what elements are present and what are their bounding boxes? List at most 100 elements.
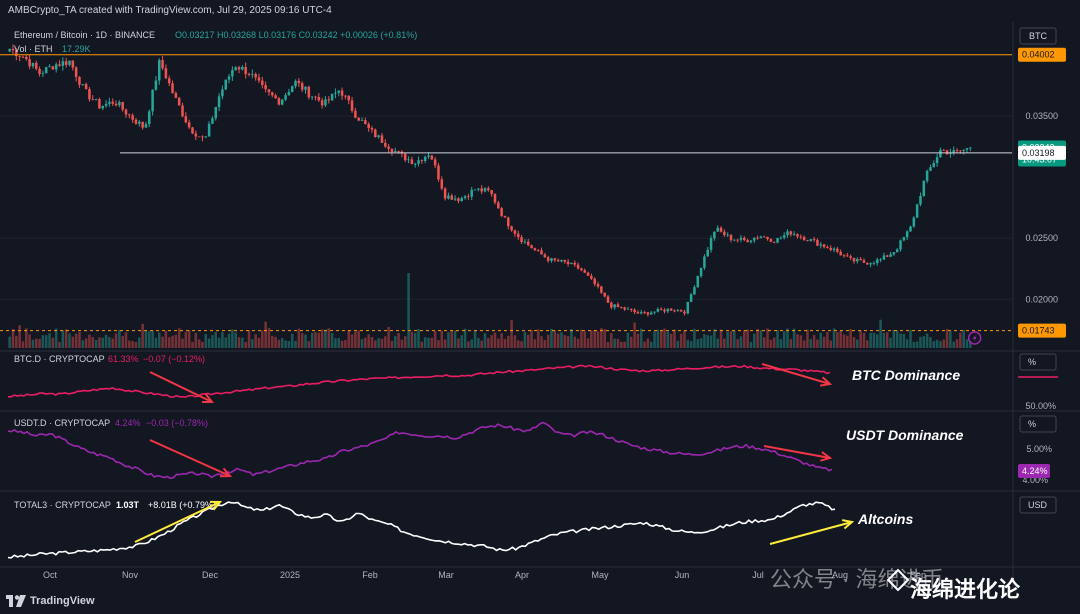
currency-button[interactable] — [1019, 27, 1057, 45]
candle-body — [380, 135, 384, 143]
candle-body — [433, 159, 437, 166]
candle-body — [646, 312, 650, 315]
candle-body — [643, 312, 646, 313]
volume-bar — [816, 339, 819, 348]
volume-bar — [789, 338, 793, 348]
volume-bar — [603, 329, 606, 348]
volume-bar — [959, 332, 962, 348]
candle-body — [234, 67, 237, 71]
candle-body — [68, 60, 71, 65]
volume-bar — [108, 336, 111, 348]
candle-body — [407, 159, 410, 161]
candle-body — [560, 259, 563, 262]
volume-bar — [430, 337, 434, 348]
volume-bar — [211, 335, 214, 348]
candle-body — [280, 99, 284, 105]
candle-body — [417, 160, 420, 164]
candle-body — [370, 128, 374, 130]
volume-bar — [151, 330, 154, 348]
candle-body — [141, 121, 144, 128]
tradingview-logo-icon[interactable] — [6, 595, 26, 607]
candle-body — [227, 76, 231, 80]
volume-bar — [71, 336, 75, 348]
volume-bar — [317, 332, 321, 348]
volume-bar — [450, 331, 454, 348]
volume-bar — [723, 338, 726, 348]
volume-bar — [128, 340, 131, 348]
candle-body — [387, 146, 390, 149]
candle-body — [912, 217, 916, 227]
y-tick-label: 0.03500 — [1025, 111, 1058, 121]
footer-bar: TradingView — [0, 588, 1080, 614]
candle-body — [902, 237, 906, 241]
candle-body — [493, 194, 497, 203]
candle-body — [955, 150, 959, 151]
volume-bar — [58, 341, 61, 348]
candle-body — [347, 95, 350, 101]
candle-body — [364, 120, 367, 125]
x-tick-label: Aug — [832, 570, 848, 580]
candle-body — [679, 310, 683, 312]
candle-body — [516, 233, 520, 238]
candle-body — [576, 264, 580, 269]
candle-body — [384, 142, 387, 147]
volume-bar — [955, 339, 959, 348]
volume-bar — [663, 328, 666, 348]
total3-value: 1.03T — [116, 500, 140, 510]
lightning-bolt-icon — [972, 334, 977, 342]
chart-canvas[interactable]: 0.035000.025000.020000.040020.0324210:43… — [0, 22, 1080, 588]
volume-bar — [334, 338, 337, 348]
candle-body — [945, 150, 949, 154]
volume-bar — [68, 333, 71, 348]
volume-bar — [945, 328, 949, 348]
volume-bar — [267, 328, 271, 348]
tradingview-brand[interactable]: TradingView — [30, 595, 95, 607]
usdtd-y-tick: 5.00% — [1026, 444, 1052, 454]
y-tick-label: 0.02000 — [1025, 294, 1058, 304]
candle-body — [211, 118, 214, 124]
volume-bar — [523, 331, 527, 348]
volume-bar — [869, 332, 872, 348]
candle-body — [54, 64, 58, 70]
volume-bar — [553, 330, 557, 348]
candle-body — [307, 86, 311, 98]
candle-body — [443, 188, 447, 199]
candle-body — [121, 102, 124, 110]
candle-body — [187, 122, 191, 128]
candle-body — [94, 99, 98, 100]
volume-bar — [310, 332, 314, 348]
volume-bar — [48, 333, 51, 348]
candle-body — [885, 255, 889, 257]
volume-bar — [909, 329, 912, 348]
volume-bar — [118, 329, 121, 348]
volume-bar — [131, 341, 134, 348]
candle-body — [337, 90, 341, 93]
volume-bar — [460, 335, 464, 348]
candle-body — [842, 255, 846, 257]
candle-body — [716, 227, 719, 232]
volume-bar — [949, 331, 952, 348]
publisher-header: AMBCrypto_TA created with TradingView.co… — [8, 5, 332, 16]
candle-body — [477, 188, 480, 190]
volume-bar — [782, 331, 786, 348]
candle-body — [427, 155, 430, 157]
total3-line — [7, 501, 836, 559]
candle-body — [473, 189, 477, 191]
volume-bar — [576, 338, 580, 348]
volume-bar — [633, 322, 636, 348]
volume-bar — [596, 331, 600, 348]
candle-body — [44, 67, 48, 74]
volume-bar — [766, 328, 769, 348]
candle-body — [596, 284, 600, 287]
candle-body — [38, 68, 41, 74]
volume-bar — [696, 339, 700, 348]
candle-body — [184, 116, 188, 123]
candle-body — [403, 153, 407, 161]
volume-bar — [51, 337, 55, 348]
candle-body — [610, 302, 613, 308]
candle-body — [423, 156, 427, 161]
candle-body — [806, 240, 809, 242]
volume-bar — [899, 333, 902, 348]
volume-bar — [307, 341, 311, 348]
volume-bar — [477, 337, 480, 348]
